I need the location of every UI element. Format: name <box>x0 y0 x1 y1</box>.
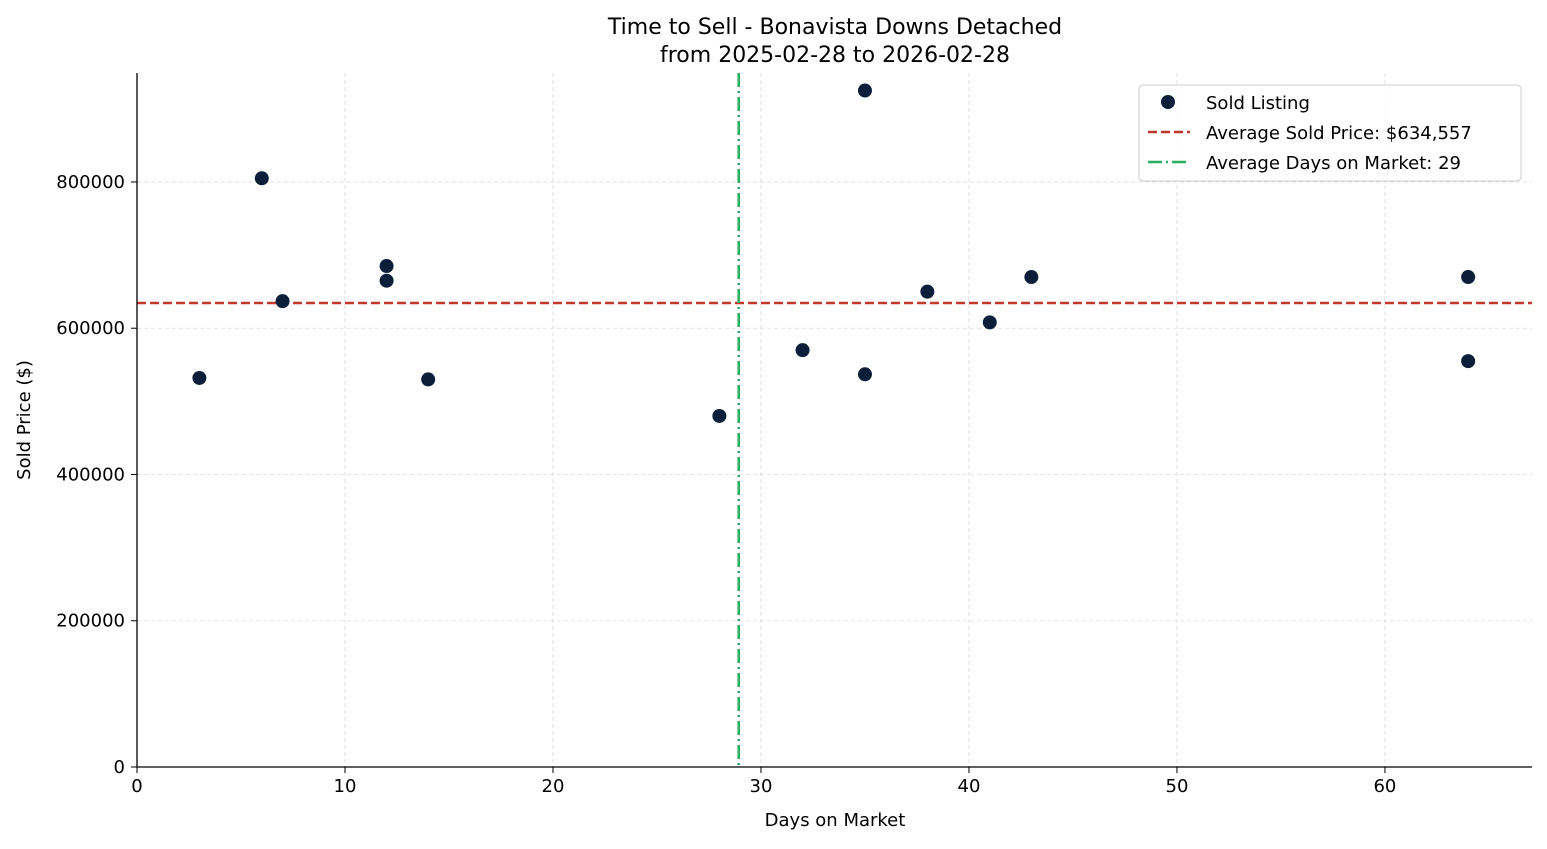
data-point <box>1024 270 1039 285</box>
x-tick-label: 20 <box>542 776 565 797</box>
y-tick-label: 600000 <box>56 318 125 339</box>
x-tick-label: 40 <box>958 776 981 797</box>
data-points <box>192 83 1476 423</box>
data-point <box>1461 270 1476 285</box>
data-point <box>1461 354 1476 369</box>
x-tick-label: 50 <box>1166 776 1189 797</box>
grid <box>137 73 1532 767</box>
y-tick-label: 400000 <box>56 464 125 485</box>
legend-box <box>1138 84 1522 182</box>
data-point <box>795 343 810 358</box>
legend-marker-sold-listing <box>1161 95 1175 109</box>
data-point <box>254 171 269 186</box>
data-point <box>857 367 872 382</box>
axes: 0 10 20 30 40 50 60 0 200000 400000 600000 800000 <box>56 73 1532 797</box>
chart-title: Time to Sell - Bonavista Downs Detached <box>607 15 1062 40</box>
reference-lines <box>137 73 1532 767</box>
data-point <box>275 294 290 309</box>
data-point <box>192 370 207 385</box>
legend-label-average-price: Average Sold Price: $634,557 <box>1206 123 1472 144</box>
data-point <box>712 408 727 423</box>
legend-label-sold-listing: Sold Listing <box>1206 93 1310 114</box>
data-point <box>379 259 394 274</box>
x-tick-label: 10 <box>334 776 357 797</box>
chart-subtitle: from 2025-02-28 to 2026-02-28 <box>660 43 1010 68</box>
y-tick-label: 200000 <box>56 611 125 632</box>
legend-label-average-days: Average Days on Market: 29 <box>1206 153 1461 174</box>
y-tick-label: 0 <box>114 757 125 778</box>
data-point <box>857 83 872 98</box>
x-axis-label: Days on Market <box>765 810 906 831</box>
y-axis-label: Sold Price ($) <box>14 360 35 480</box>
data-point <box>982 315 997 330</box>
y-tick-label: 800000 <box>56 172 125 193</box>
x-tick-label: 30 <box>750 776 773 797</box>
legend: Sold Listing Average Sold Price: $634,55… <box>1138 84 1522 182</box>
x-tick-label: 60 <box>1373 776 1396 797</box>
x-tick-label: 0 <box>131 776 142 797</box>
data-point <box>421 372 436 387</box>
data-point <box>379 273 394 288</box>
data-point <box>920 284 935 299</box>
